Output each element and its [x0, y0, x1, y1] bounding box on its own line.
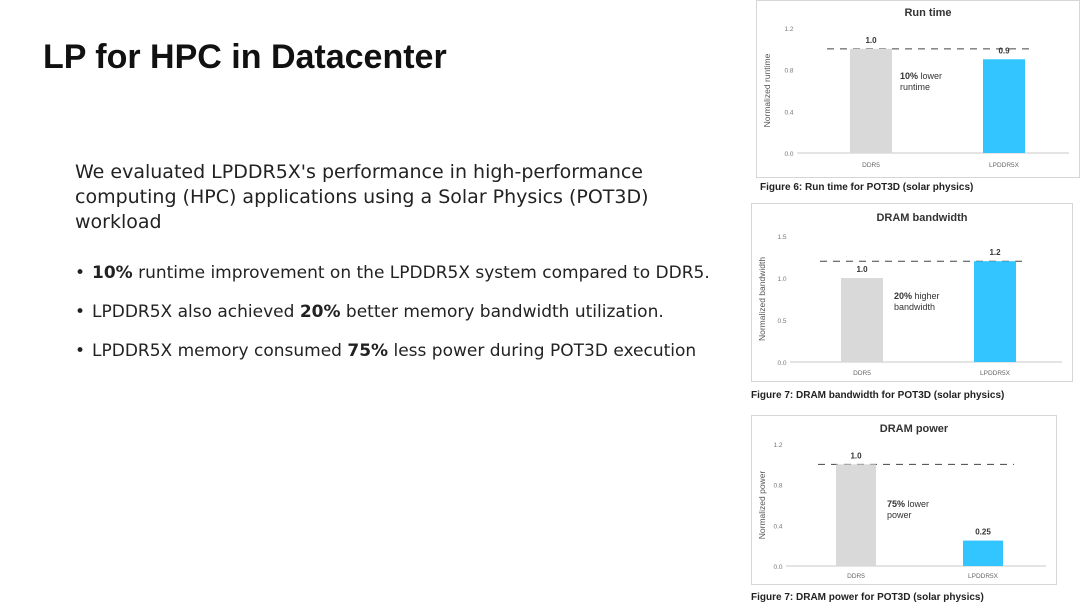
annotation-line-2: bandwidth — [894, 302, 935, 312]
bullet-runtime: 10% runtime improvement on the LPDDR5X s… — [75, 260, 735, 299]
y-axis-label: Normalized runtime — [762, 53, 772, 127]
bar-value-label: 0.25 — [975, 528, 991, 537]
y-tick-label: 0.4 — [784, 109, 793, 116]
x-tick-label: DDR5 — [862, 162, 880, 169]
annotation-highlight: 20% — [894, 291, 912, 301]
x-tick-label: DDR5 — [853, 370, 871, 377]
chart-svg: DRAM bandwidth Normalized bandwidth 0.0 0.5… — [757, 212, 1062, 377]
y-tick-label: 0.0 — [773, 564, 782, 571]
bar-lpddr5x — [963, 540, 1003, 566]
bullet-bandwidth: LPDDR5X also achieved 20% better memory … — [75, 299, 735, 338]
bar-value-label: 0.9 — [998, 46, 1010, 55]
chart-title: DRAM power — [880, 423, 949, 435]
y-tick-label: 0.0 — [784, 151, 793, 158]
y-axis-label: Normalized bandwidth — [757, 257, 767, 341]
intro-paragraph: We evaluated LPDDR5X's performance in hi… — [75, 161, 649, 233]
annotation-text: lower — [918, 71, 942, 81]
bar-lpddr5x — [974, 261, 1016, 362]
x-tick-label: LPDDR5X — [968, 573, 999, 580]
y-tick-label: 1.5 — [777, 234, 786, 241]
bullet-text: better memory bandwidth utilization. — [340, 302, 664, 322]
y-tick-label: 0.0 — [777, 360, 786, 367]
bullet-prefix: LPDDR5X memory consumed — [92, 341, 348, 361]
bullet-text: runtime improvement on the LPDDR5X syste… — [132, 263, 710, 283]
annotation-line-2: runtime — [900, 82, 930, 92]
x-tick-label: LPDDR5X — [980, 370, 1011, 377]
y-tick-label: 0.8 — [784, 68, 793, 75]
bar-value-label: 1.0 — [850, 451, 862, 460]
power-caption: Figure 7: DRAM power for POT3D (solar ph… — [751, 592, 984, 603]
annotation-highlight: 10% — [900, 71, 918, 81]
bullet-power: LPDDR5X memory consumed 75% less power d… — [75, 338, 735, 377]
annotation-line-1: 10% lower — [900, 71, 942, 81]
slide-title: LP for HPC in Datacenter — [43, 38, 447, 76]
annotation-line-2: power — [887, 510, 912, 520]
bullet-highlight: 10% — [92, 263, 133, 283]
bar-ddr5 — [850, 48, 892, 154]
chart-title: Run time — [904, 7, 951, 19]
y-tick-label: 0.5 — [777, 318, 786, 325]
x-tick-label: DDR5 — [847, 573, 865, 580]
bullet-highlight: 75% — [347, 341, 389, 361]
annotation-line-1: 20% higher — [894, 291, 940, 301]
runtime-caption: Figure 6: Run time for POT3D (solar phys… — [760, 182, 974, 193]
y-tick-label: 1.0 — [777, 276, 786, 283]
y-tick-label: 1.2 — [773, 442, 782, 449]
bullet-text: less power during POT3D execution — [388, 341, 697, 361]
runtime-chart: Run time Normalized runtime 0.0 0.4 0.8 1.2 1.… — [756, 0, 1080, 178]
annotation-line-1: 75% lower — [887, 499, 929, 509]
annotation-text: higher — [912, 291, 940, 301]
bandwidth-caption: Figure 7: DRAM bandwidth for POT3D (sola… — [751, 390, 1005, 401]
y-axis-label: Normalized power — [757, 471, 767, 540]
bar-lpddr5x — [983, 59, 1025, 153]
power-chart: DRAM power Normalized power 0.0 0.4 0.8 1.2 1.… — [751, 415, 1057, 585]
bar-value-label: 1.0 — [856, 265, 868, 274]
chart-title: DRAM bandwidth — [876, 212, 967, 224]
bar-ddr5 — [841, 278, 883, 362]
y-tick-label: 0.4 — [773, 523, 782, 530]
bar-ddr5 — [836, 464, 876, 566]
x-tick-label: LPDDR5X — [989, 162, 1020, 169]
bullet-highlight: 20% — [299, 302, 341, 322]
bar-value-label: 1.0 — [865, 36, 877, 45]
bullet-prefix: LPDDR5X also achieved — [92, 302, 300, 322]
annotation-text: lower — [905, 499, 929, 509]
bullet-list: 10% runtime improvement on the LPDDR5X s… — [75, 260, 735, 377]
chart-svg: Run time Normalized runtime 0.0 0.4 0.8 1.2 1.… — [762, 7, 1069, 169]
bar-value-label: 1.2 — [989, 248, 1001, 257]
y-tick-label: 0.8 — [773, 483, 782, 490]
chart-svg: DRAM power Normalized power 0.0 0.4 0.8 1.2 1.… — [757, 423, 1046, 580]
y-tick-label: 1.2 — [784, 26, 793, 33]
annotation-highlight: 75% — [887, 499, 905, 509]
bandwidth-chart: DRAM bandwidth Normalized bandwidth 0.0 0.5… — [751, 203, 1073, 382]
